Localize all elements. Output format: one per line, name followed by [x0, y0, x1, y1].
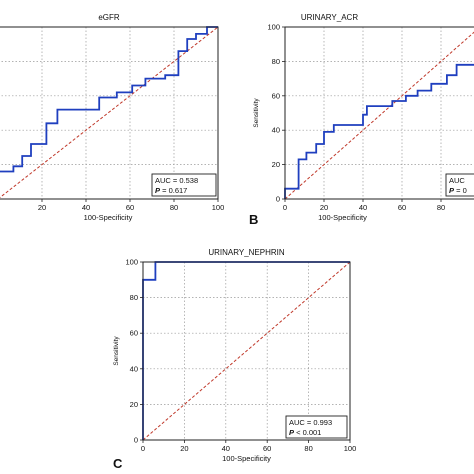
- x-tick-label: 0: [283, 203, 287, 212]
- y-axis-label: Sensitivity: [113, 336, 120, 366]
- roc-panel: URINARY_NEPHRIN 0 20 40 60 80 100 100-Specifici…: [113, 248, 356, 471]
- x-axis-label: 100-Specificity: [84, 213, 133, 222]
- x-tick-label: 20: [320, 203, 328, 212]
- auc-label: AUC = 0.993: [289, 418, 332, 427]
- y-axis-label: Sensitivity: [253, 98, 260, 128]
- x-tick-label: 80: [304, 444, 312, 453]
- panel-letter: C: [113, 456, 123, 471]
- panel-title: URINARY_NEPHRIN: [208, 248, 285, 257]
- x-tick-label: 20: [180, 444, 188, 453]
- roc-curve: [284, 63, 474, 199]
- auc-label: AUC = 0.538: [155, 176, 198, 185]
- auc-box: [285, 415, 348, 439]
- roc-panel: URINARY_ACR 0 20 40 60 80 100-Specificity 0 20 40…: [249, 13, 474, 227]
- x-tick-label: 0: [141, 444, 145, 453]
- x-tick-label: 80: [170, 203, 178, 212]
- diagonal-reference-line: [142, 261, 351, 441]
- panel-letter: B: [249, 212, 258, 227]
- roc-curve: [0, 26, 218, 173]
- plot-frame: [0, 26, 219, 200]
- auc-box: [445, 173, 474, 197]
- y-tick-label: 40: [272, 126, 280, 135]
- x-tick-label: 60: [126, 203, 134, 212]
- roc-panel: eGFR 20 40 60 80 100 100-Specificity AUC = 0.53…: [0, 13, 224, 222]
- x-tick-label: 100: [212, 203, 225, 212]
- p-value-label: P = 0: [449, 186, 467, 195]
- x-tick-label: 60: [398, 203, 406, 212]
- diagonal-reference-line: [0, 26, 219, 199]
- y-tick-label: 60: [130, 329, 138, 338]
- p-value-label: P < 0.001: [289, 428, 321, 437]
- panel-title: URINARY_ACR: [301, 13, 358, 22]
- y-tick-label: 0: [276, 195, 280, 204]
- y-tick-label: 40: [130, 364, 138, 373]
- plot-frame: [284, 26, 474, 200]
- diagonal-reference-line: [284, 31, 474, 200]
- figure-root: eGFR 20 40 60 80 100 100-Specificity AUC = 0.53…: [0, 13, 474, 471]
- x-tick-label: 20: [38, 203, 46, 212]
- plot-area: [285, 27, 474, 199]
- y-tick-label: 100: [267, 23, 280, 32]
- x-tick-label: 60: [263, 444, 271, 453]
- x-tick-label: 40: [222, 444, 230, 453]
- y-tick-label: 60: [272, 91, 280, 100]
- x-tick-label: 40: [359, 203, 367, 212]
- y-tick-label: 80: [130, 293, 138, 302]
- x-axis-label: 100-Specificity: [222, 454, 271, 463]
- auc-label: AUC: [449, 176, 465, 185]
- y-tick-label: 20: [272, 160, 280, 169]
- plot-frame: [142, 261, 351, 441]
- x-tick-label: 40: [82, 203, 90, 212]
- panel-title: eGFR: [98, 13, 120, 22]
- y-tick-label: 20: [130, 400, 138, 409]
- p-value-label: P = 0.617: [155, 186, 187, 195]
- auc-box: [151, 173, 217, 197]
- y-tick-label: 100: [125, 258, 138, 267]
- x-tick-label: 80: [437, 203, 445, 212]
- y-tick-label: 0: [134, 436, 138, 445]
- x-tick-label: 100: [344, 444, 357, 453]
- x-axis-label: 100-Specificity: [318, 213, 367, 222]
- y-tick-label: 80: [272, 57, 280, 66]
